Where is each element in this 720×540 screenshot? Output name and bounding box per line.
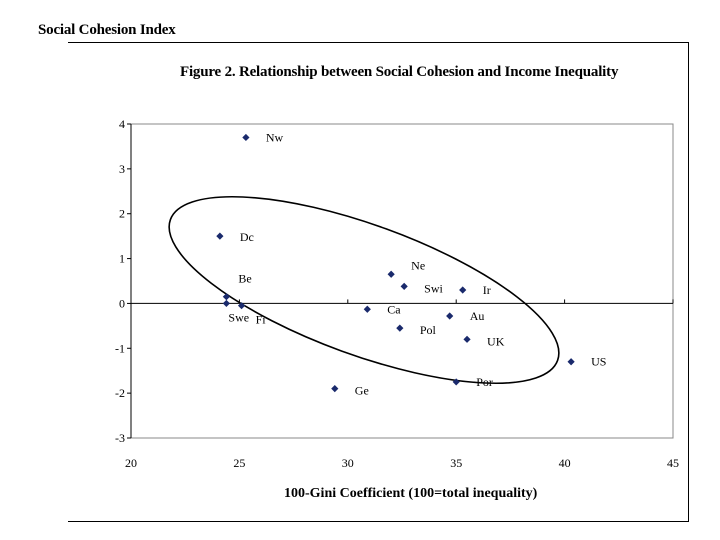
data-point-uk (463, 335, 471, 343)
x-tick-label: 40 (559, 456, 571, 470)
x-tick-label: 30 (342, 456, 354, 470)
point-label-por: Por (476, 375, 493, 389)
data-point-au (446, 312, 454, 320)
data-point-nw (242, 133, 250, 142)
data-point-ir (459, 286, 467, 294)
point-label-us: US (591, 355, 606, 369)
point-label-be: Be (238, 272, 251, 286)
y-axis-title: Social Cohesion Index (38, 22, 176, 38)
y-tick-label: 0 (119, 296, 125, 310)
point-label-ne: Ne (411, 258, 425, 272)
point-label-au: Au (470, 309, 485, 323)
x-axis-title: 100-Gini Coefficient (100=total inequali… (284, 486, 538, 501)
y-tick-label: -3 (115, 431, 125, 445)
data-point-ne (387, 270, 395, 278)
data-point-pol (396, 324, 404, 332)
point-label-uk: UK (487, 334, 505, 348)
cluster-ellipse-layer (168, 195, 560, 385)
data-points: Nw Dc Be Swe Fi Ne Swi Ir Ca Au Pol UK US Por Ge (216, 130, 606, 398)
chart-frame (68, 42, 689, 522)
y-tick-label: -2 (115, 386, 125, 400)
y-tick-label: 4 (119, 117, 125, 131)
point-label-swi: Swi (424, 281, 443, 295)
x-tick-label: 25 (233, 456, 245, 470)
point-label-swe: Swe (228, 310, 249, 324)
data-point-ca (363, 305, 371, 313)
x-tick-label: 20 (125, 456, 137, 470)
point-label-nw: Nw (266, 130, 284, 144)
y-tick-label: -1 (115, 341, 125, 355)
data-point-be (222, 293, 230, 301)
y-tick-label: 2 (119, 207, 125, 221)
x-tick-label: 35 (450, 456, 462, 470)
y-tick-label: 3 (119, 162, 125, 176)
chart-title: Figure 2. Relationship between Social Co… (180, 64, 619, 80)
data-point-fi (237, 302, 246, 310)
data-point-dc (216, 232, 224, 240)
axes: 4 3 2 1 0 -1 -2 -320 25 30 35 40 45 (115, 117, 679, 470)
data-point-us (567, 358, 575, 366)
x-tick-label: 45 (667, 456, 679, 470)
data-point-swe (222, 299, 230, 308)
cluster-ellipse (168, 195, 560, 385)
point-label-ca: Ca (387, 302, 401, 316)
point-label-fi: Fi (256, 313, 267, 327)
data-point-swi (400, 282, 408, 290)
data-point-por (452, 378, 460, 386)
plot-area-border (130, 123, 674, 439)
y-tick-label: 1 (119, 252, 125, 266)
data-point-ge (331, 385, 339, 393)
point-label-dc: Dc (240, 230, 254, 244)
point-label-ir: Ir (483, 283, 491, 297)
point-label-ge: Ge (355, 384, 369, 398)
point-label-pol: Pol (420, 323, 437, 337)
